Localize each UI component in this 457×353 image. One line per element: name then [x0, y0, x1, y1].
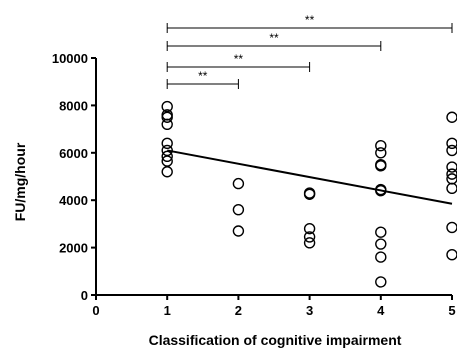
data-point	[446, 137, 457, 150]
data-point	[232, 177, 245, 190]
y-tick-label: 10000	[52, 51, 88, 66]
data-point	[161, 137, 173, 150]
data-point	[446, 168, 457, 180]
data-point	[303, 188, 316, 200]
y-tick-label: 2000	[59, 241, 88, 256]
significance-label: **	[305, 13, 315, 27]
x-axis-title: Classification of cognitive impairment	[149, 332, 402, 348]
data-point	[446, 144, 457, 157]
data-point	[303, 222, 316, 235]
data-point	[161, 166, 173, 178]
x-tick-label: 2	[235, 303, 242, 318]
data-point	[375, 276, 387, 288]
y-tick-label: 6000	[59, 146, 88, 161]
x-tick-label: 1	[164, 303, 171, 318]
regression-line-group	[167, 149, 453, 205]
data-point	[446, 249, 457, 261]
chart-axes	[91, 57, 453, 300]
significance-label: **	[234, 52, 244, 66]
y-tick-label: 8000	[59, 98, 88, 113]
data-point	[446, 182, 457, 195]
data-point	[161, 118, 173, 131]
data-point	[232, 225, 245, 237]
data-point	[375, 139, 387, 152]
x-tick-label: 4	[377, 303, 385, 318]
data-point	[375, 147, 387, 159]
tick-labels: 0 2000 4000 6000 8000 10000 0 1 2 3 4 5	[52, 51, 456, 318]
data-point	[375, 238, 387, 250]
data-point	[303, 231, 316, 243]
regression-line	[167, 149, 453, 205]
significance-label: **	[269, 31, 279, 45]
data-point	[303, 237, 316, 249]
data-point	[375, 160, 387, 172]
x-tick-label: 0	[92, 303, 99, 318]
data-point	[161, 111, 173, 123]
data-point	[375, 251, 387, 263]
y-axis-title: FU/mg/hour	[12, 142, 28, 221]
data-point	[232, 203, 245, 216]
x-tick-label: 5	[448, 303, 455, 318]
data-point	[446, 161, 457, 173]
data-point	[446, 111, 457, 123]
x-tick-label: 3	[306, 303, 313, 318]
y-tick-label: 4000	[59, 193, 88, 208]
significance-label: **	[198, 69, 208, 83]
data-point	[446, 221, 457, 234]
data-point	[375, 226, 387, 238]
significance-brackets: ** ** ** **	[166, 13, 453, 89]
data-points	[161, 100, 457, 288]
y-tick-label: 0	[81, 288, 88, 303]
